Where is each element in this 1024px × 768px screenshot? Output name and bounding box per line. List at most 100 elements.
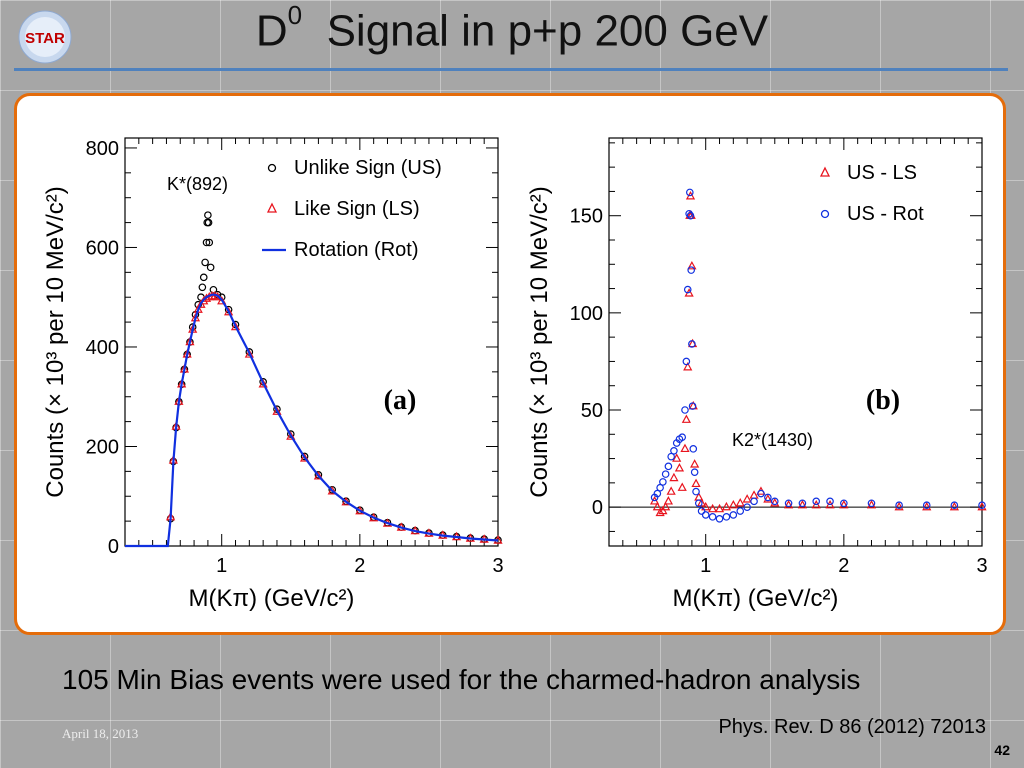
- data-point: [683, 362, 693, 371]
- y-tick-label-a: 600: [86, 237, 119, 259]
- series-b-0: [649, 191, 987, 517]
- data-point: [244, 349, 254, 358]
- y-tick-label-a: 200: [86, 436, 119, 458]
- legend-marker: [820, 209, 830, 219]
- data-point: [687, 266, 695, 274]
- data-point: [840, 499, 848, 508]
- data-point: [669, 472, 679, 482]
- data-point: [701, 501, 711, 511]
- y-tick-label-b: 50: [581, 400, 603, 422]
- data-point: [209, 285, 218, 294]
- data-point: [736, 507, 745, 515]
- legend-label-a: Rotation (Rot): [294, 239, 419, 261]
- data-point: [204, 211, 212, 219]
- data-point: [663, 496, 674, 505]
- data-point: [770, 497, 779, 506]
- data-point: [666, 486, 676, 495]
- data-point: [797, 499, 808, 509]
- data-point: [728, 499, 738, 509]
- data-point: [922, 501, 931, 510]
- panel-label-a: (a): [384, 385, 417, 416]
- figure-svg: 1 2 3 0 200 400 600 800 M(Kπ) (GeV/c²) Counts (× …: [42, 137, 988, 612]
- data-point: [681, 406, 689, 414]
- data-point: [691, 478, 701, 488]
- data-point: [757, 489, 765, 498]
- plot-frame-b: [608, 137, 983, 547]
- data-point: [299, 453, 310, 462]
- data-point: [661, 501, 671, 511]
- data-point: [839, 499, 849, 509]
- y-tick-label-a: 0: [108, 536, 119, 558]
- x-axis-title-a: M(Kπ) (GeV/c²): [189, 585, 355, 612]
- data-point: [202, 238, 211, 247]
- x-tick-label-a: 2: [354, 555, 365, 577]
- data-point: [272, 406, 282, 415]
- data-point: [895, 501, 903, 510]
- data-point: [950, 501, 959, 510]
- data-point: [286, 431, 296, 440]
- x-axis-title-b: M(Kπ) (GeV/c²): [673, 585, 839, 612]
- data-point: [708, 503, 718, 513]
- data-point: [866, 499, 877, 509]
- data-point: [653, 489, 662, 498]
- data-point: [685, 209, 693, 218]
- title-main: D: [255, 6, 288, 56]
- data-point: [764, 493, 772, 502]
- data-point: [661, 470, 670, 478]
- data-point: [689, 445, 698, 453]
- data-point: [812, 497, 821, 506]
- data-point: [763, 494, 773, 503]
- x-tick-label-b: 3: [976, 555, 987, 577]
- data-point: [715, 514, 724, 523]
- star-logo: STAR: [18, 10, 72, 64]
- data-point: [694, 499, 703, 508]
- data-point: [867, 499, 876, 508]
- x-tick-label-a: 3: [492, 555, 503, 577]
- data-point: [701, 511, 710, 519]
- data-point: [750, 497, 758, 506]
- data-point: [205, 238, 214, 247]
- title-underline: [14, 68, 1008, 71]
- data-point: [714, 503, 725, 513]
- figure-frame: 1 2 3 0 200 400 600 800 M(Kπ) (GeV/c²) Counts (× …: [14, 93, 1006, 635]
- data-point: [217, 295, 227, 305]
- legend-label-a: Unlike Sign (US): [294, 157, 442, 179]
- legend-label-a: Like Sign (LS): [294, 198, 420, 220]
- data-point: [729, 511, 738, 519]
- data-point: [783, 499, 794, 509]
- legend-label-b: US - LS: [847, 162, 917, 184]
- data-point: [688, 402, 697, 410]
- data-point: [670, 446, 678, 455]
- data-point: [680, 443, 690, 453]
- y-tick-label-b: 100: [570, 303, 603, 325]
- data-point: [690, 468, 699, 476]
- title-rest: Signal in p+p 200 GeV: [302, 6, 769, 56]
- data-point: [198, 283, 207, 292]
- peak-annotation-a: K*(892): [167, 174, 228, 194]
- data-point: [690, 459, 700, 468]
- plot-frame-a: [124, 137, 499, 547]
- data-point: [201, 258, 209, 267]
- data-point: [659, 478, 667, 486]
- data-point: [687, 260, 697, 270]
- data-point: [977, 501, 987, 511]
- data-point: [697, 507, 706, 515]
- data-point: [667, 452, 675, 461]
- data-point: [224, 306, 234, 316]
- legend-marker: [819, 166, 831, 177]
- data-point: [721, 501, 732, 511]
- legend-marker: [267, 163, 277, 173]
- data-point: [674, 463, 685, 472]
- title-superscript: 0: [287, 0, 303, 30]
- chart-a: 1 2 3 0 200 400 600 800 M(Kπ) (GeV/c²) Counts (× …: [42, 137, 504, 612]
- y-tick-label-b: 150: [570, 206, 603, 228]
- data-point: [894, 501, 904, 511]
- data-point: [784, 499, 793, 508]
- data-point: [313, 471, 324, 480]
- data-point: [722, 513, 731, 521]
- y-tick-label-b: 0: [592, 497, 603, 519]
- y-axis-title-b: Counts (× 10³ per 10 MeV/c²): [526, 186, 553, 497]
- panel-label-b: (b): [866, 385, 900, 416]
- logo-text: STAR: [25, 30, 65, 47]
- slide-title: D0 Signal in p+p 200 GeV: [0, 0, 1024, 57]
